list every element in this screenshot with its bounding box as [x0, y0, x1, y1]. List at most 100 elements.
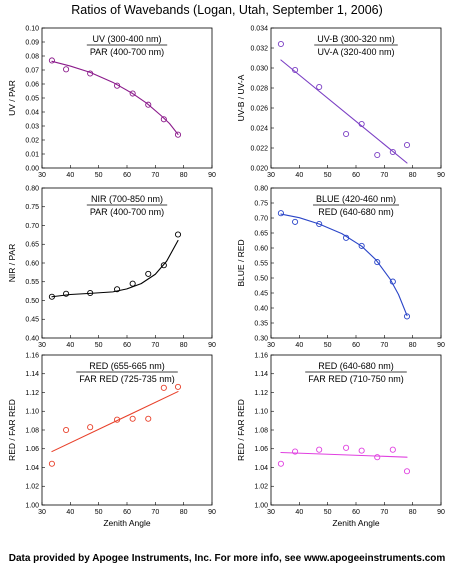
fit-line — [51, 239, 179, 298]
y-tick-label: 0.08 — [25, 53, 39, 60]
y-tick-label: 0.40 — [25, 335, 39, 342]
panel-red-farred-2: 1.00 1.02 1.04 1.06 1.08 1.10 1.12 1.14 1.16 30 40… — [236, 352, 445, 528]
y-tick-label: 0.65 — [25, 242, 39, 249]
data-point — [48, 293, 55, 300]
data-point — [374, 454, 381, 461]
y-tick-label: 0.45 — [254, 290, 268, 297]
data-point — [129, 280, 136, 287]
y-tick-label: 0.65 — [254, 230, 268, 237]
x-tick-label: 80 — [409, 509, 417, 516]
data-point — [129, 415, 136, 422]
x-tick-label: 30 — [38, 342, 46, 349]
y-tick-label: 1.14 — [25, 371, 39, 378]
figure-footer: Data provided by Apogee Instruments, Inc… — [9, 553, 446, 564]
y-tick-label: 1.06 — [254, 446, 268, 453]
x-tick-label: 40 — [295, 342, 303, 349]
data-point — [403, 468, 411, 475]
y-tick-label: 1.08 — [25, 427, 39, 434]
ratio-denominator: UV-A (320-400 nm) — [317, 47, 394, 57]
y-tick-label: 0.022 — [250, 145, 268, 152]
data-point — [114, 82, 121, 89]
ratio-numerator: RED (640-680 nm) — [318, 361, 394, 371]
fit-line — [280, 59, 408, 164]
y-tick-label: 0.03 — [25, 123, 39, 130]
data-point — [374, 151, 381, 159]
y-tick-label: 0.50 — [254, 275, 268, 282]
x-tick-label: 50 — [95, 172, 103, 179]
y-tick-label: 0.020 — [250, 165, 268, 172]
x-tick-label: 90 — [208, 509, 216, 516]
y-tick-label: 0.05 — [25, 95, 39, 102]
data-point — [129, 90, 136, 97]
y-tick-label: 0.40 — [254, 305, 268, 312]
x-tick-label: 60 — [352, 509, 360, 516]
y-tick-label: 0.80 — [254, 185, 268, 192]
ratio-numerator: BLUE (420-460 nm) — [316, 194, 396, 204]
x-tick-label: 40 — [295, 509, 303, 516]
y-tick-label: 0.30 — [254, 335, 268, 342]
y-tick-label: 0.02 — [25, 137, 39, 144]
y-tick-label: 0.032 — [250, 45, 268, 52]
x-tick-label: 70 — [380, 172, 388, 179]
x-tick-label: 40 — [295, 172, 303, 179]
x-tick-label: 70 — [151, 342, 159, 349]
data-point — [114, 286, 121, 293]
y-tick-label: 0.10 — [25, 25, 39, 32]
data-point — [374, 259, 381, 266]
data-point — [316, 83, 323, 91]
data-point — [174, 383, 182, 390]
panel-nir-par: 0.40 0.45 0.50 0.55 0.60 0.65 0.70 0.75 0.80 30 40… — [7, 185, 216, 349]
x-tick-label: 50 — [95, 509, 103, 516]
panel-uv-par: 0.00 0.01 0.02 0.03 0.04 0.05 0.06 0.07 0.08 0.09… — [7, 25, 216, 179]
data-point — [174, 231, 182, 238]
x-tick-label: 90 — [437, 342, 445, 349]
y-tick-label: 1.16 — [25, 352, 39, 359]
x-tick-label: 70 — [380, 342, 388, 349]
x-tick-label: 50 — [324, 172, 332, 179]
data-point — [87, 289, 94, 297]
fit-line — [280, 451, 408, 458]
data-point — [160, 384, 167, 391]
y-tick-label: 1.16 — [254, 352, 268, 359]
y-tick-label: 1.00 — [254, 502, 268, 509]
ratio-numerator: UV (300-400 nm) — [92, 34, 161, 44]
x-tick-label: 80 — [409, 342, 417, 349]
data-point — [145, 270, 152, 277]
x-tick-label: 90 — [208, 172, 216, 179]
data-point — [343, 130, 350, 138]
data-point — [63, 290, 70, 297]
y-tick-label: 0.55 — [254, 260, 268, 267]
y-tick-label: 0.50 — [25, 298, 39, 305]
data-point — [160, 116, 167, 123]
x-tick-label: 80 — [180, 509, 188, 516]
y-tick-label: 0.028 — [250, 85, 268, 92]
y-tick-label: 0.07 — [25, 67, 39, 74]
ratio-denominator: PAR (400-700 nm) — [90, 207, 164, 217]
x-tick-label: 60 — [123, 509, 131, 516]
y-tick-label: 1.08 — [254, 427, 268, 434]
y-tick-label: 0.75 — [25, 204, 39, 211]
panel-red-farred-1: 1.00 1.02 1.04 1.06 1.08 1.10 1.12 1.14 1.16 30 40… — [7, 352, 216, 528]
x-tick-label: 50 — [324, 509, 332, 516]
y-tick-label: 0.01 — [25, 151, 39, 158]
fit-line — [280, 213, 408, 317]
y-tick-label: 0.75 — [254, 200, 268, 207]
y-tick-label: 0.55 — [25, 279, 39, 286]
x-tick-label: 90 — [208, 342, 216, 349]
ratio-denominator: FAR RED (710-750 nm) — [308, 374, 404, 384]
data-point — [145, 101, 152, 108]
data-point — [48, 57, 55, 64]
y-axis-label: UV / PAR — [7, 80, 17, 116]
data-point — [343, 234, 350, 241]
y-tick-label: 0.030 — [250, 65, 268, 72]
ratio-numerator: RED (655-665 nm) — [89, 361, 165, 371]
data-point — [358, 242, 365, 249]
ratio-denominator: PAR (400-700 nm) — [90, 47, 164, 57]
x-tick-label: 60 — [123, 342, 131, 349]
panels-group: 0.00 0.01 0.02 0.03 0.04 0.05 0.06 0.07 0.08 0.09… — [7, 25, 445, 528]
data-point — [389, 148, 396, 156]
x-tick-label: 50 — [324, 342, 332, 349]
data-point — [292, 448, 299, 455]
y-tick-label: 0.70 — [254, 215, 268, 222]
x-tick-label: 30 — [38, 172, 46, 179]
